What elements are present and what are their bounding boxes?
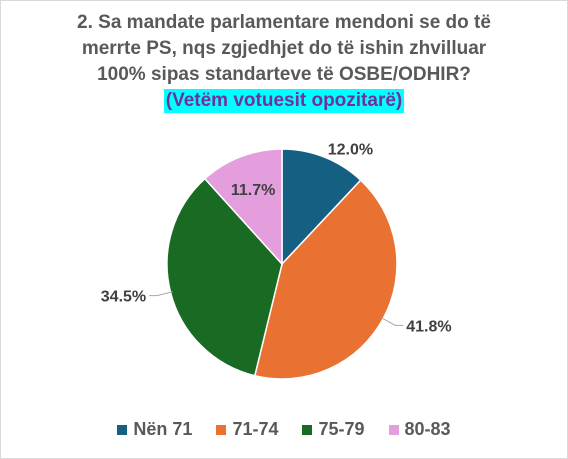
chart-subtitle: (Vetëm votuesit opozitarë): [163, 89, 405, 113]
data-label-71-74: 41.8%: [406, 318, 451, 335]
title-line-3: 100% sipas standarteve të OSBE/ODHIR?: [97, 64, 471, 85]
legend-swatch-75-79: [302, 424, 313, 435]
legend-label-nen-71: Nën 71: [133, 419, 193, 439]
pie-slice-nen-71: [281, 148, 362, 266]
leader-line-75-79: [149, 291, 173, 297]
legend-item-nen-71: Nën 71: [117, 419, 192, 440]
leader-line-71-74: [380, 317, 404, 326]
legend-label-75-79: 75-79: [318, 419, 365, 439]
legend-swatch-80-83: [388, 424, 399, 435]
legend-swatch-nen-71: [117, 424, 128, 435]
data-label-nen-71: 12.0%: [328, 142, 373, 159]
chart-subtitle-wrap: (Vetëm votuesit opozitarë): [0, 89, 568, 113]
legend-item-80-83: 80-83: [388, 419, 451, 440]
data-label-80-83: 11.7%: [231, 182, 275, 199]
data-label-75-79: 34.5%: [101, 289, 146, 306]
legend-swatch-71-74: [216, 424, 227, 435]
title-line-2: merrte PS, nqs zgjedhjet do të ishin zhv…: [81, 38, 487, 59]
pie-slice-80-83: [203, 148, 283, 266]
legend-item-75-79: 75-79: [302, 419, 365, 440]
title-line-1: 2. Sa mandate parlamentare mendoni se do…: [77, 12, 491, 33]
chart-title: 2. Sa mandate parlamentare mendoni se do…: [0, 10, 568, 88]
legend: Nën 71 71-74 75-79 80-83: [0, 419, 568, 440]
legend-label-80-83: 80-83: [404, 419, 451, 439]
legend-item-71-74: 71-74: [216, 419, 278, 440]
legend-label-71-74: 71-74: [232, 419, 279, 439]
